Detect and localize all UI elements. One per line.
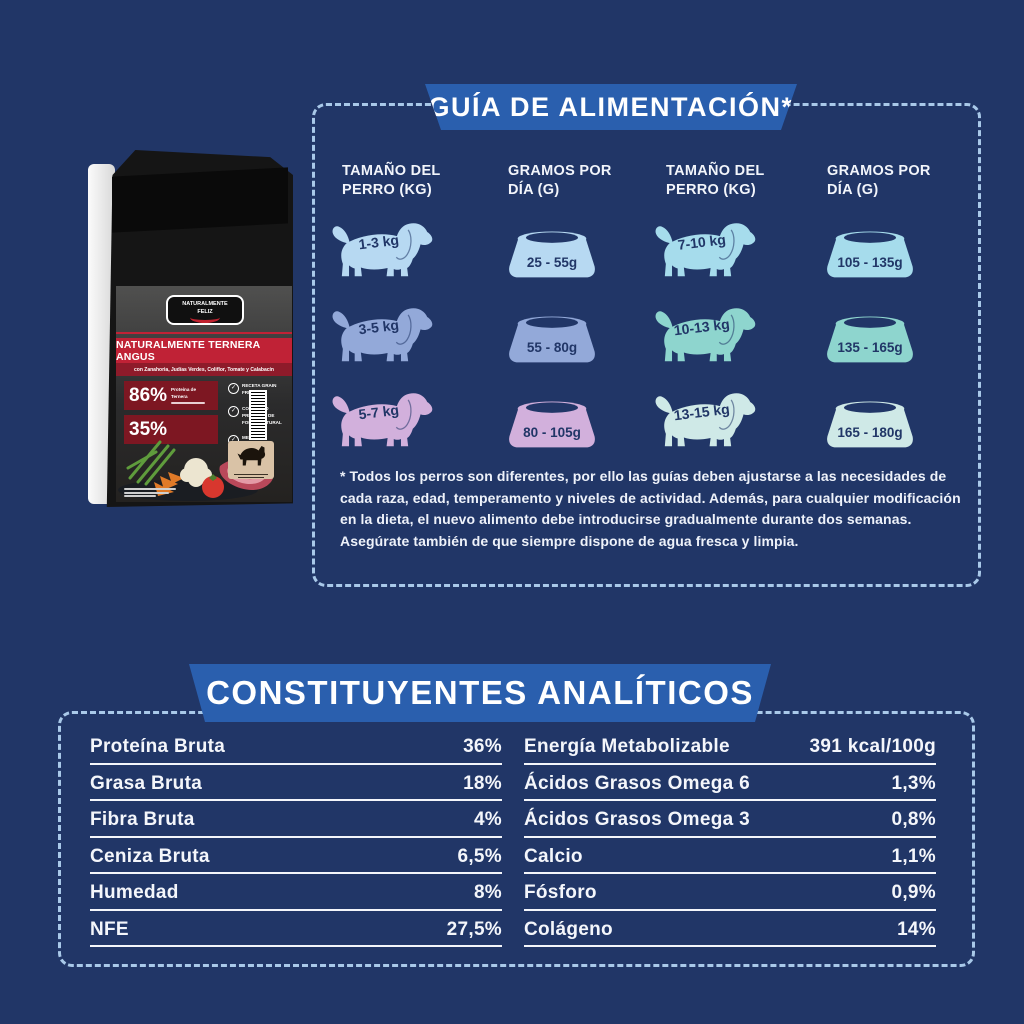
analytics-row: Energía Metabolizable 391 kcal/100g — [524, 736, 936, 765]
analytics-title: CONSTITUYENTES ANALÍTICOS — [206, 674, 754, 711]
feeding-guide-title: GUÍA DE ALIMENTACIÓN* — [428, 91, 794, 122]
stat-meat-box: 35% — [124, 415, 218, 444]
analytics-row-value: 4% — [473, 809, 502, 830]
claim-text: RECETA GRAIN FREE — [242, 383, 277, 395]
check-icon: ✓ — [228, 383, 239, 394]
analytics-row-value: 14% — [897, 918, 936, 940]
stat-protein-value: 86% — [129, 384, 168, 406]
analytics-row-label: NFE — [90, 918, 129, 940]
grams-per-day-label: 25 - 55g — [526, 254, 578, 270]
dog-size-icon: 3-5 kg — [328, 293, 440, 378]
food-bowl-icon: 105 - 135g — [821, 212, 919, 297]
dog-size-icon: 5-7 kg — [328, 378, 440, 463]
stat-protein-label: Proteína de Ternera — [171, 387, 206, 405]
analytics-banner: CONSTITUYENTES ANALÍTICOS — [189, 664, 771, 722]
feeding-guide-banner: GUÍA DE ALIMENTACIÓN* — [425, 84, 797, 130]
analytics-row: NFE 27,5% — [90, 918, 502, 947]
analytics-row: Proteína Bruta 36% — [90, 736, 502, 765]
product-subtitle-band: con Zanahoria, Judías Verdes, Coliflor, … — [116, 363, 292, 376]
analytics-row-label: Ácidos Grasos Omega 6 — [524, 772, 750, 794]
stat-protein-box: 86% Proteína de Ternera — [124, 381, 218, 410]
analytics-row-value: 27,5% — [446, 918, 502, 940]
dogs-right: 7-10 kg 10-13 kg 13-15 kg — [651, 208, 763, 463]
product-name: NATURALMENTE TERNERA ANGUS — [116, 338, 260, 363]
brand-swoosh-icon — [190, 312, 220, 323]
dog-size-icon: 7-10 kg — [651, 208, 763, 293]
claim-item: ✓ RECETA GRAIN FREE — [228, 383, 288, 397]
analytics-row-label: Ácidos Grasos Omega 3 — [524, 809, 750, 830]
label-fineprint — [124, 487, 176, 497]
dog-size-icon: 1-3 kg — [328, 208, 440, 293]
analytics-row-value: 8% — [473, 882, 502, 903]
analytics-row: Fósforo 0,9% — [524, 882, 936, 911]
bag-front-label: NATURALMENTE FELIZ NATURALMENTE TERNERA … — [116, 286, 292, 502]
product-subtitle: con Zanahoria, Judías Verdes, Coliflor, … — [134, 366, 274, 373]
analytics-row-label: Grasa Bruta — [90, 772, 203, 794]
feeding-guide-footnote: * Todos los perros son diferentes, por e… — [340, 468, 961, 550]
analytics-table-right: Energía Metabolizable 391 kcal/100g Ácid… — [524, 736, 936, 955]
food-bowl-icon: 135 - 165g — [821, 297, 919, 382]
analytics-table-left: Proteína Bruta 36% Grasa Bruta 18% Fibra… — [90, 736, 502, 955]
analytics-row: Fibra Bruta 4% — [90, 809, 502, 838]
product-bag: NATURALMENTE FELIZ NATURALMENTE TERNERA … — [86, 150, 294, 510]
brand-badge: NATURALMENTE FELIZ — [166, 295, 244, 325]
analytics-row-label: Ceniza Bruta — [90, 845, 210, 867]
analytics-row: Humedad 8% — [90, 882, 502, 911]
bowls-left: 25 - 55g 55 - 80g 80 - 105g — [503, 212, 601, 467]
analytics-row-label: Fibra Bruta — [90, 809, 195, 830]
analytics-row-label: Calcio — [524, 845, 583, 867]
food-bowl-icon: 80 - 105g — [503, 382, 601, 467]
brand-name-line1: NATURALMENTE — [182, 301, 228, 307]
product-name-band: NATURALMENTE TERNERA ANGUS — [116, 338, 292, 363]
analytics-row-label: Fósforo — [524, 882, 597, 903]
analytics-row-value: 6,5% — [457, 845, 502, 867]
food-bowl-icon: 25 - 55g — [503, 212, 601, 297]
analytics-row-label: Energía Metabolizable — [524, 736, 730, 757]
analytics-row: Ceniza Bruta 6,5% — [90, 845, 502, 874]
grams-per-day-label: 135 - 165g — [837, 339, 903, 355]
column-header-dog-size-right: TAMAÑO DEL PERRO (KG) — [666, 163, 765, 198]
grams-per-day-label: 55 - 80g — [526, 339, 578, 355]
bag-top-fold — [112, 167, 288, 233]
barcode — [249, 390, 267, 440]
analytics-row-value: 0,8% — [891, 809, 936, 830]
food-bowl-icon: 55 - 80g — [503, 297, 601, 382]
analytics-row: Ácidos Grasos Omega 3 0,8% — [524, 809, 936, 838]
analytics-row: Calcio 1,1% — [524, 845, 936, 874]
produce-photo — [118, 440, 274, 501]
food-bowl-icon: 165 - 180g — [821, 382, 919, 467]
analytics-row-value: 36% — [463, 736, 502, 757]
column-header-grams-left: GRAMOS POR DÍA (G) — [508, 163, 612, 198]
grams-per-day-label: 165 - 180g — [837, 424, 903, 440]
dogs-left: 1-3 kg 3-5 kg 5-7 kg — [328, 208, 440, 463]
analytics-row-value: 391 kcal/100g — [809, 736, 936, 757]
dog-size-icon: 10-13 kg — [651, 293, 763, 378]
analytics-row-value: 1,3% — [891, 772, 936, 794]
bowls-right: 105 - 135g 135 - 165g 165 - 180g — [821, 212, 919, 467]
pet-type-card — [228, 441, 274, 479]
check-icon: ✓ — [228, 405, 239, 417]
analytics-row-label: Humedad — [90, 882, 179, 903]
analytics-row: Colágeno 14% — [524, 918, 936, 947]
grams-per-day-label: 80 - 105g — [523, 424, 581, 440]
analytics-row-value: 0,9% — [891, 882, 936, 903]
label-divider — [116, 332, 292, 334]
analytics-row-value: 18% — [463, 772, 502, 794]
analytics-row-label: Colágeno — [524, 918, 613, 940]
analytics-row-value: 1,1% — [891, 845, 936, 867]
grams-per-day-label: 105 - 135g — [837, 254, 903, 270]
column-header-dog-size-left: TAMAÑO DEL PERRO (KG) — [342, 163, 441, 198]
analytics-row: Ácidos Grasos Omega 6 1,3% — [524, 772, 936, 801]
dog-size-icon: 13-15 kg — [651, 378, 763, 463]
analytics-row: Grasa Bruta 18% — [90, 772, 502, 801]
stat-meat-value: 35% — [129, 418, 168, 440]
column-header-grams-right: GRAMOS POR DÍA (G) — [827, 163, 931, 198]
analytics-row-label: Proteína Bruta — [90, 736, 226, 757]
